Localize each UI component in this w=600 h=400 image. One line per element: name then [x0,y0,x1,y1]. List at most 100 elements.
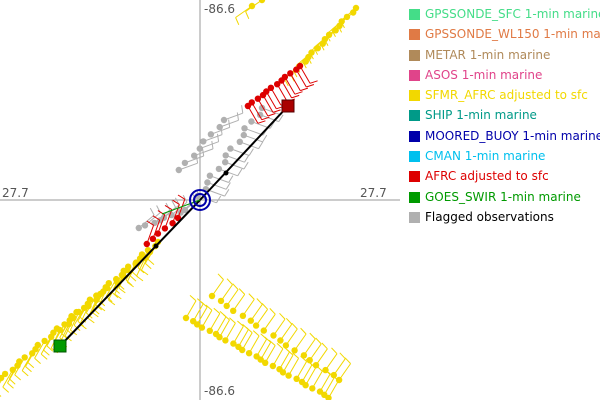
sfmr-lower-right-barb [196,306,208,325]
sfmr-upper-right-dot [308,49,315,56]
afrc-upper-dot [278,77,285,84]
legend-label: SHIP 1-min marine [425,108,537,123]
sfmr-lower-left-dot [41,337,48,345]
sfmr-lower-right-upper-barb [325,353,338,371]
flagged-mid-barb-flag [217,133,220,142]
sfmr-lower-right-upper-barb [338,363,352,381]
sfmr-lower-left-barb [21,353,33,371]
sfmr-lower-right-upper-barb-flag [248,293,255,300]
sfmr-lower-left-barb-flag [43,349,50,356]
flagged-mid-dot [196,145,203,152]
flagged-center-barb [243,134,263,143]
sfmr-lower-right-barb [328,380,339,399]
sfmr-lower-right-dot [279,369,287,376]
track-markers [53,99,295,353]
afrc-upper-barb-flag [306,84,315,88]
sfmr-lower-right-upper-dot [270,332,277,339]
plot-canvas[interactable] [0,0,400,400]
sfmr-lower-left-dot [29,350,36,357]
flagged-center-barb-flag [278,114,284,122]
sfmr-lower-left-barb [73,307,85,326]
sfmr-lower-left-dot [48,333,55,340]
sfmr-lower-right-upper-barb-flag [285,317,293,325]
afrc-upper-barb [251,102,263,120]
sfmr-upper-right-dot [332,27,339,34]
sfmr-lower-left-barb [7,365,18,384]
legend-item: METAR 1-min marine [406,47,600,67]
legend-swatch [409,29,420,41]
axis-label-bottom: -86.6 [204,384,236,398]
sfmr-lower-right-barb [260,342,272,360]
afrc-upper-barb-flag [267,113,276,117]
sfmr-lower-right-dot [206,327,213,334]
legend-label: METAR 1-min marine [425,47,551,62]
sfmr-lower-right-upper-barb-flag [291,322,298,330]
flagged-mid-barb [184,155,204,164]
sfmr-lower-left-inner-barb [50,329,61,349]
flagged-mid-dot [220,116,228,124]
afrc-lower-barb-flag [177,194,186,200]
sfmr-lower-right-dot [239,346,246,354]
sfmr-lower-left-inner-barb-flag [108,299,116,306]
sfmr-lower-right-upper-barb-flag [269,308,276,315]
sfmr-lower-left-dot [1,370,9,378]
sfmr-lower-right-barb-flag [276,343,284,350]
sfmr-lower-left-inner-barb [69,311,80,331]
sfmr-lower-right-barb [279,351,290,370]
afrc-upper-dot [244,102,252,110]
flagged-center-barb [207,181,227,190]
sfmr-lower-left-inner-dot [124,266,131,274]
sfmr-lower-left-inner-barb [60,323,70,343]
afrc-lower-dot [154,230,162,237]
flagged-mid-barb [199,141,219,150]
legend-label: MOORED_BUOY 1-min marine [425,128,600,143]
sfmr-lower-right-barb [296,361,308,380]
sfmr-lower-right-upper-barb [333,358,346,376]
sfmr-upper-right-barb-flag [313,47,319,55]
flagged-lower-dot [135,224,142,232]
flagged-mid-barb-flag [228,119,231,128]
sfmr-lower-left-barb-flag [111,291,119,298]
sfmr-lower-right-barb [185,300,197,319]
sfmr-lower-left-barb-flag [34,357,41,364]
track-fix-dot [223,170,229,176]
sfmr-lower-right-upper-barb-flag [331,347,338,355]
sfmr-lower-left-inner-barb-flag [98,305,106,312]
sfmr-lower-right-upper-barb-flag [217,273,224,280]
sfmr-lower-left-inner-dot [103,284,111,292]
flagged-lower-dot [151,219,158,227]
sfmr-lower-right-dot [262,359,269,366]
sfmr-lower-right-barb [264,345,276,364]
sfmr-lower-right-dot [198,324,206,331]
sfmr-top-barb-flag [235,17,240,26]
sfmr-lower-right-upper-barb-flag [238,288,246,295]
sfmr-lower-right-upper-barb-flag [321,342,328,350]
flagged-center-barb-flag [216,195,222,204]
legend-swatch [409,171,420,183]
sfmr-observations [0,0,360,400]
legend-item: GPSSONDE_WL150 1-min marine [406,26,600,46]
sfmr-lower-left-barb-flag [2,386,10,393]
legend-swatch [409,9,420,20]
sfmr-lower-right-dot [193,321,201,328]
sfmr-lower-left-inner-dot [85,302,92,310]
sfmr-lower-left-barb-flag [46,345,54,352]
sfmr-lower-right-upper-barb [255,309,269,326]
sfmr-lower-left-dot [9,366,16,373]
flagged-lower-barb-flag [149,207,155,216]
afrc-lower-barb-flag [146,220,154,226]
sfmr-lower-right-barb [238,329,249,348]
storm-plot[interactable]: -86.6 -86.6 27.7 27.7 [0,0,400,400]
sfmr-lower-right-barb [256,338,268,357]
afrc-upper-barb [265,91,277,110]
legend-item: ASOS 1-min marine [406,67,600,87]
sfmr-lower-left-inner-barb-flag [114,293,122,300]
sfmr-lower-right-barb-flag [189,295,197,302]
sfmr-lower-left-inner-barb [136,257,146,277]
flagged-mid-dot [216,123,223,131]
afrc-lower-dot [161,225,169,232]
sfmr-lower-right-barb [192,303,204,322]
sfmr-lower-right-upper-dot [277,337,284,344]
sfmr-lower-right-dot [293,375,300,382]
sfmr-lower-right-barb-flag [205,304,213,311]
